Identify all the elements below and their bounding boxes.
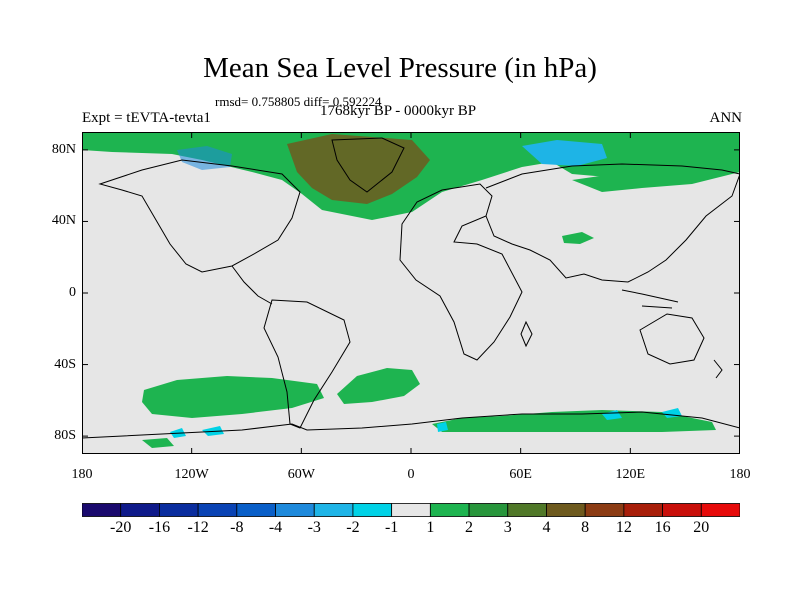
colorbar (82, 503, 740, 517)
period-label: 1768kyr BP - 0000kyr BP (320, 103, 477, 119)
colorbar-swatch (236, 503, 276, 517)
colorbar-swatch (159, 503, 199, 517)
anomaly-region-central-asia (562, 232, 594, 244)
colorbar-label: 2 (465, 519, 474, 536)
anomaly-region-southern-ocean-atlantic (337, 368, 420, 404)
lon-tick-marks (82, 132, 740, 454)
lon-tick-label: 60E (509, 467, 532, 482)
lat-tick-label: 80S (54, 428, 76, 444)
colorbar-swatch (546, 503, 586, 517)
lat-tick-marks (82, 149, 740, 437)
colorbar-swatch (197, 503, 238, 517)
rmsd-diff-stats: rmsd= 0.758805 diff= 0.592224 (215, 94, 382, 109)
colorbar-label: -1 (384, 519, 399, 536)
lat-tick-label: 40S (54, 356, 76, 372)
colorbar-swatch (82, 503, 122, 517)
colorbar-swatch (507, 503, 547, 517)
colorbar-swatch (313, 503, 354, 517)
season-label: ANN (709, 110, 743, 126)
anomaly-region-antarctic-coast (432, 410, 716, 432)
colorbar-swatch (391, 503, 431, 517)
colorbar-label: 20 (693, 519, 710, 536)
lat-tick-label: 0 (69, 285, 76, 300)
anomaly-region-southern-ocean-pacific (142, 376, 324, 418)
coastline-central-america (231, 265, 273, 305)
colorbar-label: -8 (230, 519, 244, 536)
coastline-north-america (98, 159, 301, 273)
coastline-new-zealand (713, 359, 723, 379)
colorbar-label: -4 (268, 519, 283, 536)
anomaly-map (82, 132, 740, 454)
colorbar-swatch (623, 503, 663, 517)
anomaly-region-north-eurasia (572, 154, 740, 192)
colorbar-swatch (468, 503, 509, 517)
colorbar-label: -20 (110, 519, 132, 536)
colorbar-label: -16 (148, 519, 171, 536)
lon-tick-label: 120E (615, 467, 646, 482)
colorbar-swatch (352, 503, 393, 517)
colorbar-swatch (662, 503, 702, 517)
lon-tick-label: 60W (287, 467, 315, 482)
experiment-label: Expt = tEVTA-tevta1 (82, 110, 211, 126)
anomaly-region-greenland-north-atlantic (287, 134, 430, 204)
lat-tick-label: 80N (51, 141, 76, 157)
anomaly-shading (82, 132, 740, 448)
lat-tick-label: 40N (51, 213, 76, 229)
coastline-australia (639, 313, 705, 365)
colorbar-label: -3 (307, 519, 321, 536)
lon-tick-label: 120W (174, 467, 209, 482)
colorbar-swatch (700, 503, 740, 517)
lon-tick-label: 180 (729, 467, 751, 482)
colorbar-swatch (120, 503, 160, 517)
colorbar-label: 3 (503, 519, 512, 536)
colorbar-label: 8 (581, 519, 590, 536)
coastline-greenland (331, 137, 405, 193)
colorbar-label: -2 (346, 519, 360, 536)
colorbar-label: 16 (654, 519, 671, 536)
anomaly-region-antarctic-south-patch (142, 438, 174, 448)
coastline-antarctica (82, 411, 740, 439)
colorbar-label: -12 (187, 519, 209, 536)
lon-tick-label: 0 (407, 467, 415, 482)
coastline-madagascar (520, 320, 533, 348)
colorbar-label: 4 (542, 519, 551, 536)
map-title: Mean Sea Level Pressure (in hPa) (203, 52, 597, 84)
colorbar-swatch (429, 503, 470, 517)
lon-tick-label: 180 (71, 467, 93, 482)
coastlines (82, 137, 740, 439)
coastline-europe-africa (399, 183, 523, 361)
coastline-asia (485, 163, 740, 283)
colorbar-swatch (275, 503, 315, 517)
colorbar-swatch (584, 503, 625, 517)
coastline-south-america (263, 299, 351, 429)
anomaly-region-siberia-arctic (522, 140, 607, 166)
colorbar-label: 1 (426, 519, 435, 536)
coastline-indonesia (621, 289, 679, 309)
colorbar-label: 12 (615, 519, 632, 536)
